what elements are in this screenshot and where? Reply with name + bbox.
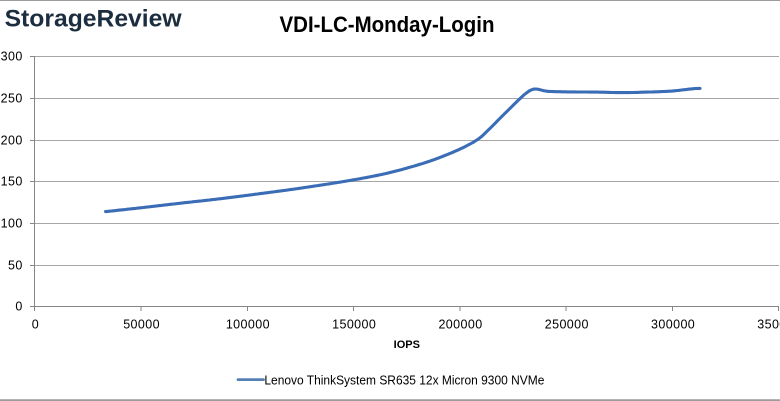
svg-text:250000: 250000 (545, 317, 589, 331)
svg-text:IOPS: IOPS (394, 339, 420, 351)
svg-text:0: 0 (32, 317, 39, 331)
svg-text:VDI-LC-Monday-Login: VDI-LC-Monday-Login (280, 12, 495, 37)
svg-text:150000: 150000 (332, 317, 376, 331)
svg-text:200000: 200000 (438, 317, 482, 331)
svg-text:StorageReview: StorageReview (5, 6, 182, 33)
svg-text:200: 200 (1, 134, 23, 148)
svg-text:350000: 350000 (757, 317, 780, 331)
svg-text:Lenovo ThinkSystem SR635 12x M: Lenovo ThinkSystem SR635 12x Micron 9300… (264, 372, 544, 387)
svg-text:100: 100 (1, 217, 23, 231)
svg-text:300: 300 (1, 50, 23, 64)
svg-text:250: 250 (1, 92, 23, 106)
svg-text:0: 0 (15, 300, 22, 314)
svg-text:150: 150 (1, 175, 23, 189)
svg-text:100000: 100000 (226, 317, 270, 331)
svg-text:50000: 50000 (123, 317, 160, 331)
svg-text:300000: 300000 (651, 317, 695, 331)
svg-text:50: 50 (8, 259, 23, 273)
